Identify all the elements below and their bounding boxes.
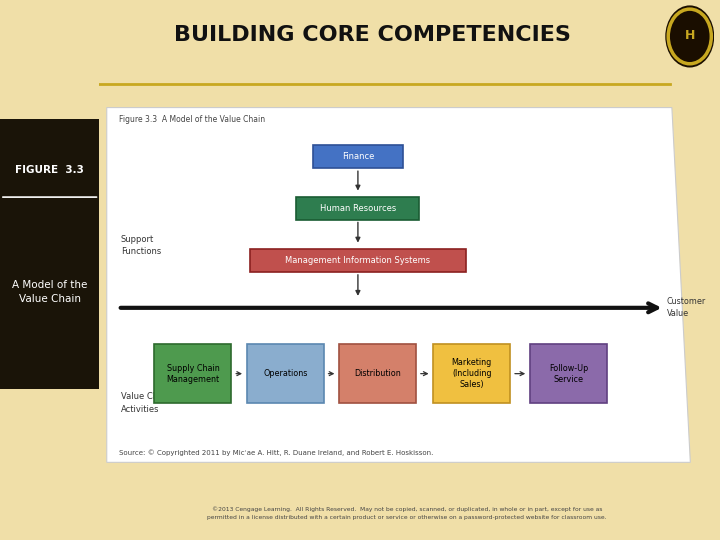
Text: Finance: Finance <box>342 152 374 161</box>
Text: Figure 3.3  A Model of the Value Chain: Figure 3.3 A Model of the Value Chain <box>119 115 265 124</box>
Text: BUILDING CORE COMPETENCIES: BUILDING CORE COMPETENCIES <box>174 25 571 45</box>
Text: Management Information Systems: Management Information Systems <box>285 256 431 265</box>
Circle shape <box>672 15 707 58</box>
Polygon shape <box>107 107 690 462</box>
Bar <box>0 119 99 389</box>
Text: A Model of the
Value Chain: A Model of the Value Chain <box>12 280 87 303</box>
Bar <box>433 344 510 403</box>
Text: Operations: Operations <box>263 369 307 378</box>
Text: Distribution: Distribution <box>354 369 401 378</box>
Text: ©2013 Cengage Learning.  All Rights Reserved.  May not be copied, scanned, or du: ©2013 Cengage Learning. All Rights Reser… <box>207 507 607 519</box>
Bar <box>250 249 466 272</box>
Text: Source: © Copyrighted 2011 by Micʿae A. Hitt, R. Duane Ireland, and Robert E. Ho: Source: © Copyrighted 2011 by Micʿae A. … <box>119 449 433 456</box>
Text: Support
Functions: Support Functions <box>121 235 161 256</box>
Text: Marketing
(Including
Sales): Marketing (Including Sales) <box>451 358 492 389</box>
Bar <box>530 344 607 403</box>
Bar <box>339 344 416 403</box>
Circle shape <box>665 5 714 68</box>
Text: Supply Chain
Management: Supply Chain Management <box>166 363 220 384</box>
Text: Customer
Value: Customer Value <box>667 298 706 318</box>
Bar <box>247 344 324 403</box>
Text: Follow-Up
Service: Follow-Up Service <box>549 363 588 384</box>
Bar <box>297 197 420 220</box>
Text: FIGURE  3.3: FIGURE 3.3 <box>15 165 84 175</box>
Text: H: H <box>685 29 695 42</box>
Text: Human Resources: Human Resources <box>320 204 396 213</box>
Text: Value Chain
Activities: Value Chain Activities <box>121 393 171 414</box>
Bar <box>313 145 402 168</box>
Bar <box>155 344 231 403</box>
